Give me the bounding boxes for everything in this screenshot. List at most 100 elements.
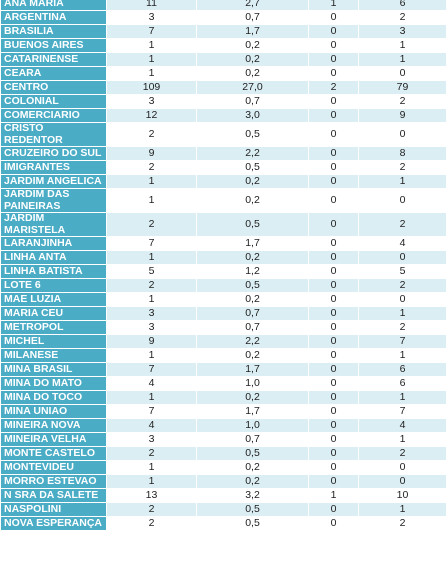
cell: 3: [106, 320, 197, 335]
cell: 1: [358, 174, 446, 189]
cell: 0: [308, 376, 359, 391]
cell: 2: [106, 122, 197, 147]
cell: 0: [308, 188, 359, 213]
cell: 1,7: [196, 24, 309, 39]
cell: 4: [358, 418, 446, 433]
row-label: CENTRO: [0, 80, 107, 95]
cell: 1: [358, 390, 446, 405]
cell: 0,5: [196, 212, 309, 237]
row-label: COMERCIARIO: [0, 108, 107, 123]
cell: 0,2: [196, 250, 309, 265]
cell: 0: [308, 320, 359, 335]
row-label: MARIA CEU: [0, 306, 107, 321]
cell: 0,2: [196, 292, 309, 307]
row-label: MORRO ESTEVAO: [0, 474, 107, 489]
cell: 0: [308, 10, 359, 25]
cell: 0,7: [196, 306, 309, 321]
cell: 0: [308, 66, 359, 81]
row-label: MINA DO TOCO: [0, 390, 107, 405]
cell: 0: [308, 306, 359, 321]
table-row: METROPOL 3 0,7 0 2: [0, 320, 446, 335]
row-label: MAE LUZIA: [0, 292, 107, 307]
row-label: NOVA ESPERANÇA: [0, 516, 107, 531]
table-row: MINA BRASIL 7 1,7 0 6: [0, 362, 446, 377]
cell: 1: [358, 38, 446, 53]
table-row: MILANESE 1 0,2 0 1: [0, 348, 446, 363]
cell: 2: [106, 446, 197, 461]
table-row: MINA DO TOCO 1 0,2 0 1: [0, 390, 446, 405]
cell: 0: [308, 24, 359, 39]
cell: 0: [308, 94, 359, 109]
cell: 1: [106, 348, 197, 363]
cell: 0: [308, 52, 359, 67]
data-table: ANA MARIA 11 2,7 1 6 ARGENTINA 3 0,7 0 2 BRASILIA 7…: [0, 0, 446, 531]
cell: 2: [358, 10, 446, 25]
table-row: JARDIM MARISTELA 2 0,5 0 2: [0, 212, 446, 237]
cell: 0: [358, 460, 446, 475]
row-label: LINHA BATISTA: [0, 264, 107, 279]
cell: 0: [308, 348, 359, 363]
cell: 10: [358, 488, 446, 503]
table-row: LOTE 6 2 0,5 0 2: [0, 278, 446, 293]
cell: 0: [308, 460, 359, 475]
cell: 0,2: [196, 460, 309, 475]
table-row: MAE LUZIA 1 0,2 0 0: [0, 292, 446, 307]
table-row: COLONIAL 3 0,7 0 2: [0, 94, 446, 109]
table-row: MORRO ESTEVAO 1 0,2 0 0: [0, 474, 446, 489]
cell: 2: [106, 160, 197, 175]
cell: 12: [106, 108, 197, 123]
cell: 7: [358, 404, 446, 419]
cell: 8: [358, 146, 446, 161]
cell: 2: [358, 446, 446, 461]
cell: 1,0: [196, 418, 309, 433]
cell: 0: [308, 292, 359, 307]
row-label: MONTE CASTELO: [0, 446, 107, 461]
table-row: LARANJINHA 7 1,7 0 4: [0, 236, 446, 251]
cell: 2: [106, 212, 197, 237]
cell: 0,2: [196, 52, 309, 67]
row-label: CATARINENSE: [0, 52, 107, 67]
row-label: LINHA ANTA: [0, 250, 107, 265]
row-label: LARANJINHA: [0, 236, 107, 251]
cell: 2: [106, 278, 197, 293]
cell: 0,2: [196, 66, 309, 81]
table-row: CEARA 1 0,2 0 0: [0, 66, 446, 81]
cell: 1: [358, 52, 446, 67]
table-row: BUENOS AIRES 1 0,2 0 1: [0, 38, 446, 53]
row-label: CEARA: [0, 66, 107, 81]
row-label: ARGENTINA: [0, 10, 107, 25]
cell: 7: [106, 24, 197, 39]
cell: 0: [308, 390, 359, 405]
table-row: MINA UNIAO 7 1,7 0 7: [0, 404, 446, 419]
cell: 1,2: [196, 264, 309, 279]
cell: 9: [106, 334, 197, 349]
cell: 5: [358, 264, 446, 279]
table-row: BRASILIA 7 1,7 0 3: [0, 24, 446, 39]
cell: 0,2: [196, 174, 309, 189]
cell: 0,2: [196, 474, 309, 489]
table-row: MINEIRA NOVA 4 1,0 0 4: [0, 418, 446, 433]
cell: 0: [358, 122, 446, 147]
cell: 3,0: [196, 108, 309, 123]
row-label: MICHEL: [0, 334, 107, 349]
cell: 7: [106, 404, 197, 419]
table-row: MONTE CASTELO 2 0,5 0 2: [0, 446, 446, 461]
cell: 0: [308, 404, 359, 419]
row-label: MINA BRASIL: [0, 362, 107, 377]
cell: 1,7: [196, 404, 309, 419]
cell: 1,7: [196, 362, 309, 377]
cell: 2: [106, 516, 197, 531]
cell: 0: [308, 38, 359, 53]
row-label: METROPOL: [0, 320, 107, 335]
cell: 1: [106, 188, 197, 213]
row-label: NASPOLINI: [0, 502, 107, 517]
cell: 0,5: [196, 516, 309, 531]
cell: 3: [106, 10, 197, 25]
row-label: LOTE 6: [0, 278, 107, 293]
table-row: ANA MARIA 11 2,7 1 6: [0, 0, 446, 11]
cell: 3,2: [196, 488, 309, 503]
cell: 0: [308, 502, 359, 517]
cell: 2: [106, 502, 197, 517]
row-label: MILANESE: [0, 348, 107, 363]
